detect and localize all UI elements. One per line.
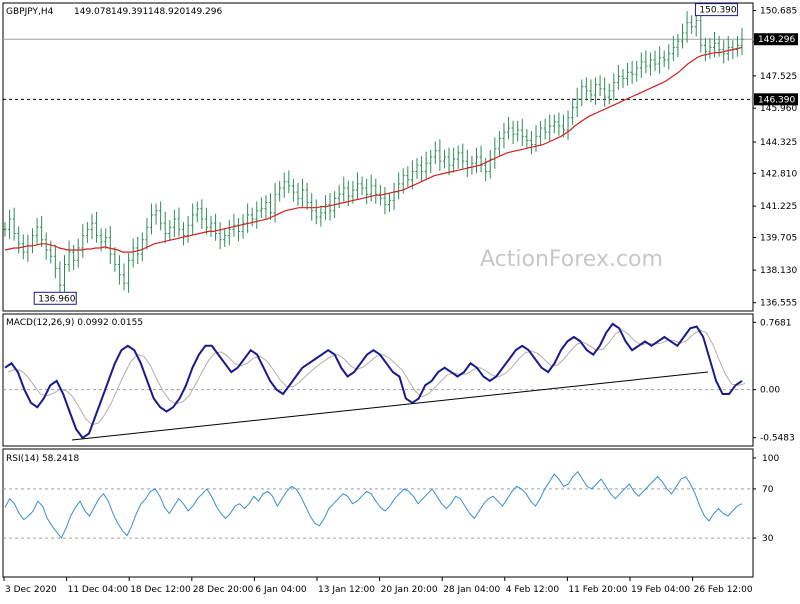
price-header-low: 148.920 bbox=[148, 7, 185, 17]
support-level-tag-bg bbox=[754, 93, 798, 106]
macd-panel-frame bbox=[2, 313, 754, 447]
x-tick-label: 11 Feb 20:00 bbox=[568, 585, 627, 595]
price-y-tick-label: 142.810 bbox=[760, 169, 797, 179]
price-y-tick-label: 150.685 bbox=[760, 7, 797, 17]
price-y-tick-label: 147.525 bbox=[760, 72, 797, 82]
macd-y-tick-label: 0.00 bbox=[760, 386, 780, 396]
watermark-text: ActionForex.com bbox=[480, 247, 663, 272]
x-tick-label: 3 Dec 2020 bbox=[5, 585, 57, 595]
x-tick-label: 28 Jan 04:00 bbox=[443, 585, 500, 595]
macd-line bbox=[4, 322, 743, 440]
annotation-label: 136.960 bbox=[38, 294, 75, 304]
price-bars-group bbox=[3, 9, 744, 295]
rsi-label: RSI(14) 58.2418 bbox=[6, 454, 79, 464]
price-y-tick-label: 145.960 bbox=[760, 104, 797, 114]
x-tick-label: 28 Dec 20:00 bbox=[193, 585, 254, 595]
macd-y-tick-label: 0.7681 bbox=[760, 318, 792, 328]
rsi-level-lines bbox=[3, 488, 753, 539]
x-tick-label: 19 Feb 04:00 bbox=[631, 585, 690, 595]
annotation-box bbox=[694, 3, 738, 17]
sma-line bbox=[4, 46, 743, 253]
x-tick-label: 18 Dec 12:00 bbox=[130, 585, 191, 595]
rsi-y-tick-label: 30 bbox=[762, 534, 774, 544]
macd-y-tick-label: -0.5483 bbox=[760, 434, 795, 444]
support-level-tag: 146.390 bbox=[758, 95, 795, 105]
x-tick-label: 4 Feb 12:00 bbox=[506, 585, 560, 595]
price-y-tick-label: 138.130 bbox=[760, 266, 797, 276]
rsi-y-tick-label: 100 bbox=[762, 454, 779, 464]
x-tick-label: 6 Jan 04:00 bbox=[255, 585, 307, 595]
price-panel-frame bbox=[2, 2, 754, 312]
macd-trendline bbox=[71, 371, 709, 441]
x-tick-label: 13 Jan 12:00 bbox=[318, 585, 375, 595]
rsi-y-tick-label: 70 bbox=[762, 485, 774, 495]
macd-label: MACD(12,26,9) 0.0992 0.0155 bbox=[6, 318, 143, 328]
price-header-open: 149.078 bbox=[74, 7, 111, 17]
rsi-panel-frame bbox=[2, 448, 754, 578]
current-price-tag: 149.296 bbox=[758, 35, 795, 45]
rsi-y-axis: 100 70 30 bbox=[753, 454, 779, 544]
price-header-high: 149.391 bbox=[111, 7, 148, 17]
price-y-tick-label: 136.555 bbox=[760, 299, 797, 309]
annotation-group: 136.960 150.390 bbox=[33, 3, 738, 305]
price-header-symbol: GBPJPY,H4 bbox=[6, 7, 54, 17]
macd-signal-line bbox=[7, 329, 746, 426]
time-x-axis: 3 Dec 2020 11 Dec 04:00 18 Dec 12:00 28 Dec… bbox=[3, 577, 753, 595]
price-y-tick-label: 144.325 bbox=[760, 138, 797, 148]
x-tick-label: 26 Feb 12:00 bbox=[694, 585, 753, 595]
annotation-label: 150.390 bbox=[699, 6, 736, 16]
x-tick-label: 20 Jan 20:00 bbox=[381, 585, 438, 595]
price-y-tick-label: 139.705 bbox=[760, 234, 797, 244]
rsi-line bbox=[4, 470, 743, 540]
price-y-axis: 150.685149.170147.525145.960144.325142.8… bbox=[753, 7, 797, 309]
x-tick-label: 11 Dec 04:00 bbox=[68, 585, 129, 595]
macd-y-axis: 0.7681 0.00 -0.5483 bbox=[753, 318, 795, 444]
price-y-tick-label: 141.225 bbox=[760, 202, 797, 212]
current-price-tag-bg bbox=[754, 33, 798, 46]
annotation-box bbox=[33, 291, 77, 305]
price-header-close: 149.296 bbox=[185, 7, 222, 17]
